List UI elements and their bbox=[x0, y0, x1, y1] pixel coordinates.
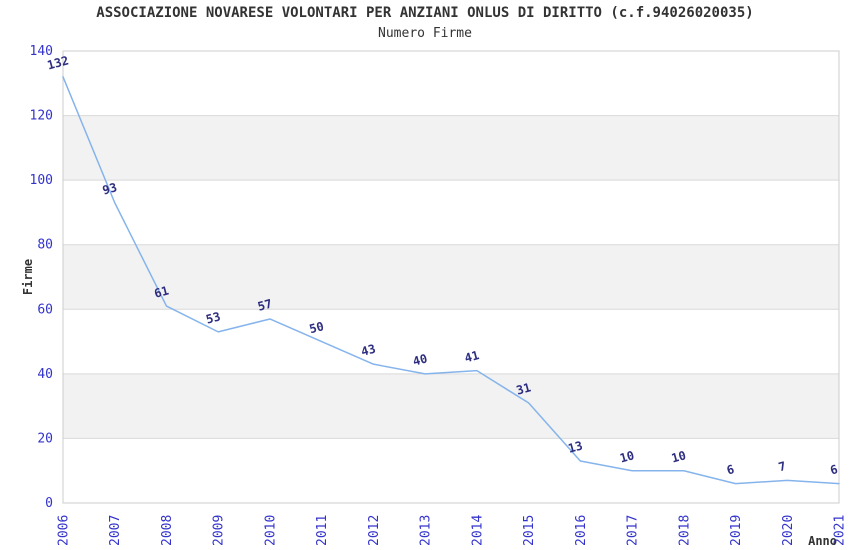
y-tick-label: 0 bbox=[45, 496, 53, 511]
data-point-label: 61 bbox=[153, 284, 171, 301]
x-tick-label: 2007 bbox=[108, 515, 123, 546]
data-point-label: 132 bbox=[46, 53, 71, 72]
x-tick-label: 2017 bbox=[626, 515, 641, 546]
data-point-label: 93 bbox=[101, 180, 119, 197]
x-tick-label: 2016 bbox=[574, 515, 589, 546]
x-tick-label: 2009 bbox=[212, 515, 227, 546]
x-tick-label: 2008 bbox=[160, 515, 175, 546]
plot-band bbox=[63, 115, 839, 181]
data-point-label: 43 bbox=[360, 342, 378, 359]
x-tick-label: 2020 bbox=[781, 515, 796, 546]
chart-title: ASSOCIAZIONE NOVARESE VOLONTARI PER ANZI… bbox=[96, 5, 754, 21]
plot-band bbox=[63, 244, 839, 310]
y-tick-label: 120 bbox=[30, 109, 53, 124]
x-tick-label: 2013 bbox=[419, 515, 434, 546]
x-tick-label: 2014 bbox=[470, 515, 485, 546]
y-tick-label: 100 bbox=[30, 173, 53, 188]
data-point-label: 41 bbox=[463, 348, 481, 365]
data-point-label: 10 bbox=[670, 448, 688, 465]
data-point-label: 40 bbox=[411, 351, 429, 368]
x-axis-title: Anno bbox=[808, 534, 837, 548]
x-tick-label: 2021 bbox=[833, 515, 848, 546]
x-tick-label: 2010 bbox=[263, 515, 278, 546]
y-tick-label: 140 bbox=[30, 44, 53, 59]
plot-border bbox=[62, 50, 840, 504]
x-tick-label: 2012 bbox=[367, 515, 382, 546]
x-tick-label: 2019 bbox=[729, 515, 744, 546]
x-tick-label: 2006 bbox=[57, 515, 72, 546]
data-point-label: 6 bbox=[725, 462, 736, 477]
x-tick-label: 2018 bbox=[677, 515, 692, 546]
data-point-label: 7 bbox=[777, 459, 788, 474]
data-point-label: 31 bbox=[515, 380, 533, 397]
chart-subtitle: Numero Firme bbox=[378, 26, 472, 41]
y-axis-title: Firme bbox=[21, 259, 35, 295]
y-tick-label: 40 bbox=[37, 367, 53, 382]
data-point-label: 53 bbox=[204, 309, 222, 326]
plot-band bbox=[63, 373, 839, 439]
data-point-label: 10 bbox=[618, 448, 636, 465]
y-tick-label: 80 bbox=[37, 238, 53, 253]
data-point-label: 57 bbox=[256, 296, 274, 313]
data-line bbox=[62, 76, 840, 485]
data-point-label: 50 bbox=[308, 319, 326, 336]
x-tick-label: 2015 bbox=[522, 515, 537, 546]
x-tick-label: 2011 bbox=[315, 515, 330, 546]
data-point-label: 13 bbox=[567, 439, 585, 456]
y-tick-label: 60 bbox=[37, 302, 53, 317]
y-tick-label: 20 bbox=[37, 431, 53, 446]
data-point-label: 6 bbox=[829, 462, 840, 477]
